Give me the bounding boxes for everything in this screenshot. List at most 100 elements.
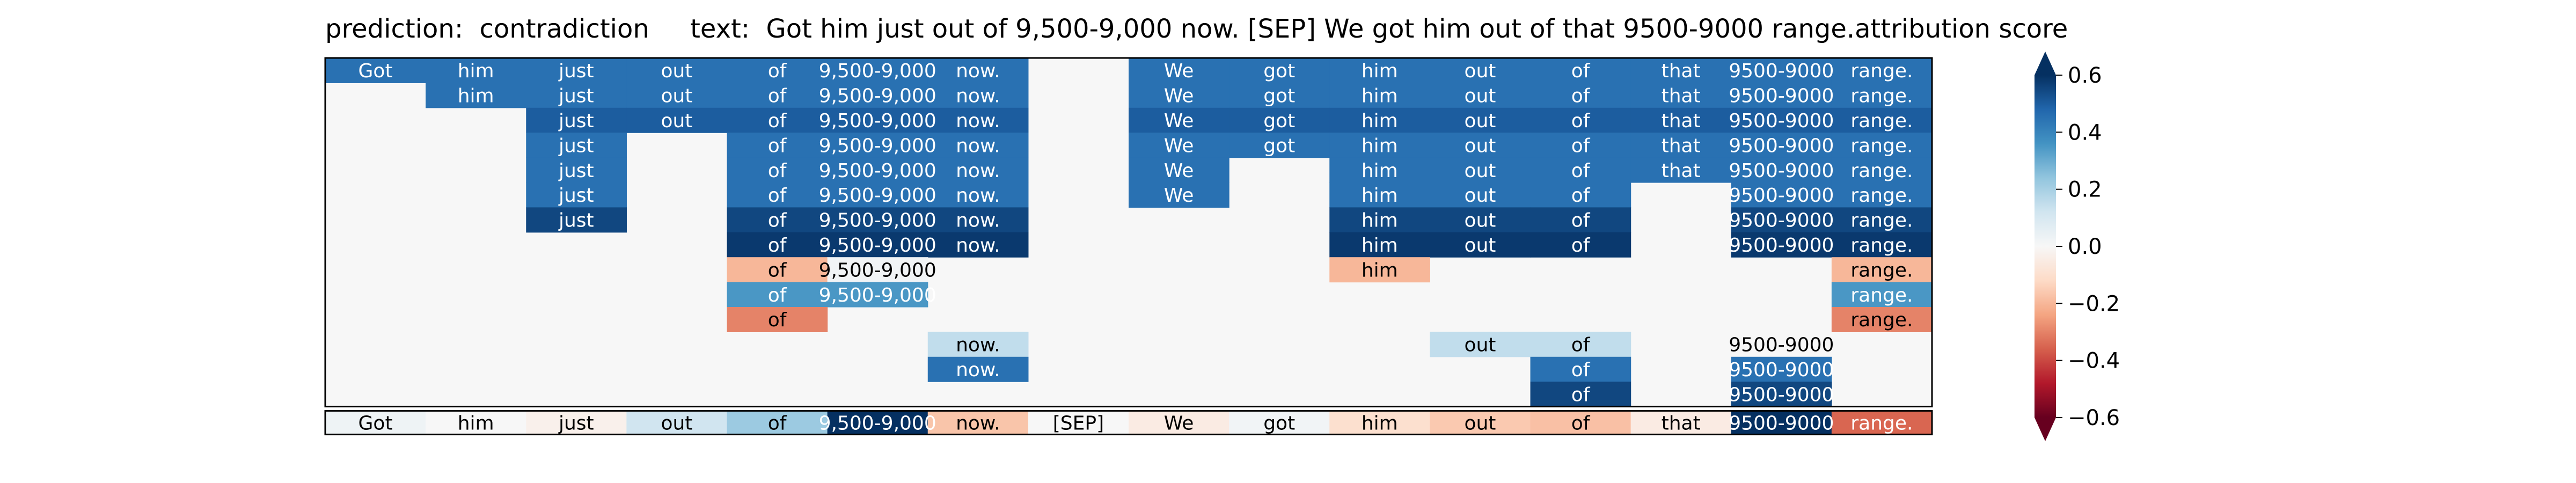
cell-token-label: 9,500-9,000 (819, 284, 936, 306)
heatmap-cell (1731, 133, 1832, 158)
summary-token-label: him (1362, 413, 1398, 435)
cell-token-label: now. (956, 160, 1000, 182)
heatmap-cell (827, 107, 928, 133)
cell-token-label: We (1164, 85, 1194, 107)
cell-token-label: range. (1850, 85, 1913, 107)
heatmap-cell (1129, 107, 1230, 133)
heatmap-cell (325, 58, 426, 83)
cell-token-label: range. (1850, 284, 1913, 306)
heatmap-cell (1430, 207, 1531, 233)
summary-token-label: that (1662, 413, 1701, 435)
colorbar-extend-max (2035, 52, 2056, 75)
cell-token-label: 9500-9000 (1729, 60, 1834, 82)
heatmap-cell (827, 133, 928, 158)
cell-token-label: 9500-9000 (1729, 334, 1834, 356)
colorbar-tick-label: 0.2 (2068, 178, 2102, 202)
summary-cell (827, 411, 928, 435)
summary-cell (1731, 411, 1832, 435)
heatmap-cell (827, 257, 928, 283)
heatmap-cell (1530, 107, 1631, 133)
heatmap-cell (1430, 133, 1531, 158)
heatmap-cell (1630, 133, 1732, 158)
heatmap-cell (727, 282, 828, 308)
cell-token-label: 9500-9000 (1729, 110, 1834, 132)
cell-token-label: now. (956, 210, 1000, 232)
heatmap-cell (927, 83, 1029, 108)
heatmap-cell (626, 107, 728, 133)
cell-token-label: 9,500-9,000 (819, 235, 936, 257)
heatmap-cell (1831, 83, 1933, 108)
heatmap-cell (927, 182, 1029, 208)
cell-token-label: 9500-9000 (1729, 185, 1834, 207)
summary-cell (1831, 411, 1933, 435)
cell-token-label: just (558, 160, 594, 182)
heatmap-cell (1430, 83, 1531, 108)
cell-token-label: out (661, 110, 692, 132)
cell-token-label: out (1464, 110, 1496, 132)
heatmap-cell (827, 282, 928, 308)
cell-token-label: 9,500-9,000 (819, 160, 936, 182)
cell-token-label: of (1571, 160, 1591, 182)
heatmap-cell (1530, 382, 1631, 407)
heatmap-cell (526, 157, 627, 183)
heatmap-cell (1329, 83, 1430, 108)
cell-token-label: range. (1850, 210, 1913, 232)
cell-token-label: of (1571, 359, 1591, 381)
heatmap-cell (1731, 58, 1832, 83)
summary-token-label: We (1164, 413, 1194, 435)
cell-token-label: of (1571, 85, 1591, 107)
cell-token-label: him (1362, 185, 1398, 207)
heatmap-cell (1731, 182, 1832, 208)
cell-token-label: now. (956, 334, 1000, 356)
cell-token-label: We (1164, 185, 1194, 207)
heatmap-cell (1530, 332, 1631, 357)
cell-token-label: range. (1850, 110, 1913, 132)
heatmap-cell (727, 133, 828, 158)
colorbar-gradient (2035, 75, 2056, 418)
heatmap-cell (1530, 157, 1631, 183)
summary-cell (1229, 411, 1330, 435)
heatmap-cell (1430, 157, 1531, 183)
cell-token-label: of (768, 309, 787, 331)
heatmap-cell (827, 182, 928, 208)
colorbar-tick-label: 0.0 (2068, 235, 2102, 259)
heatmap-cell (927, 58, 1029, 83)
cell-token-label: of (1571, 185, 1591, 207)
cell-token-label: just (558, 185, 594, 207)
cell-token-label: now. (956, 185, 1000, 207)
cell-token-label: 9,500-9,000 (819, 210, 936, 232)
heatmap-cell (1731, 83, 1832, 108)
cell-token-label: We (1164, 110, 1194, 132)
cell-token-label: out (661, 85, 692, 107)
summary-cell (1028, 411, 1129, 435)
cell-token-label: out (1464, 85, 1496, 107)
cell-token-label: 9500-9000 (1729, 235, 1834, 257)
cell-token-label: out (1464, 235, 1496, 257)
cell-token-label: of (768, 284, 787, 306)
summary-cell (526, 411, 627, 435)
summary-token-label: of (768, 413, 787, 435)
cell-token-label: 9,500-9,000 (819, 259, 936, 281)
cell-token-label: got (1263, 110, 1295, 132)
heatmap-cell (1731, 332, 1832, 357)
heatmap-cell (1430, 182, 1531, 208)
heatmap-cell (1229, 58, 1330, 83)
cell-token-label: We (1164, 135, 1194, 157)
heatmap-cell (1731, 207, 1832, 233)
heatmap-cell (1831, 282, 1933, 308)
chart-title: prediction: contradiction text: Got him … (325, 14, 2068, 44)
summary-frame (324, 410, 1933, 436)
cell-token-label: range. (1850, 259, 1913, 281)
cell-token-label: Got (358, 60, 393, 82)
cell-token-label: now. (956, 359, 1000, 381)
cell-token-label: 9500-9000 (1729, 210, 1834, 232)
heatmap-cell (626, 83, 728, 108)
cell-token-label: that (1662, 60, 1701, 82)
heatmap-cell (1329, 207, 1430, 233)
summary-token-label: range. (1850, 413, 1913, 435)
heatmap-cell (1731, 107, 1832, 133)
heatmap-frame (324, 57, 1933, 436)
summary-cell (1129, 411, 1230, 435)
cell-token-label: him (1362, 210, 1398, 232)
cell-token-label: got (1263, 135, 1295, 157)
